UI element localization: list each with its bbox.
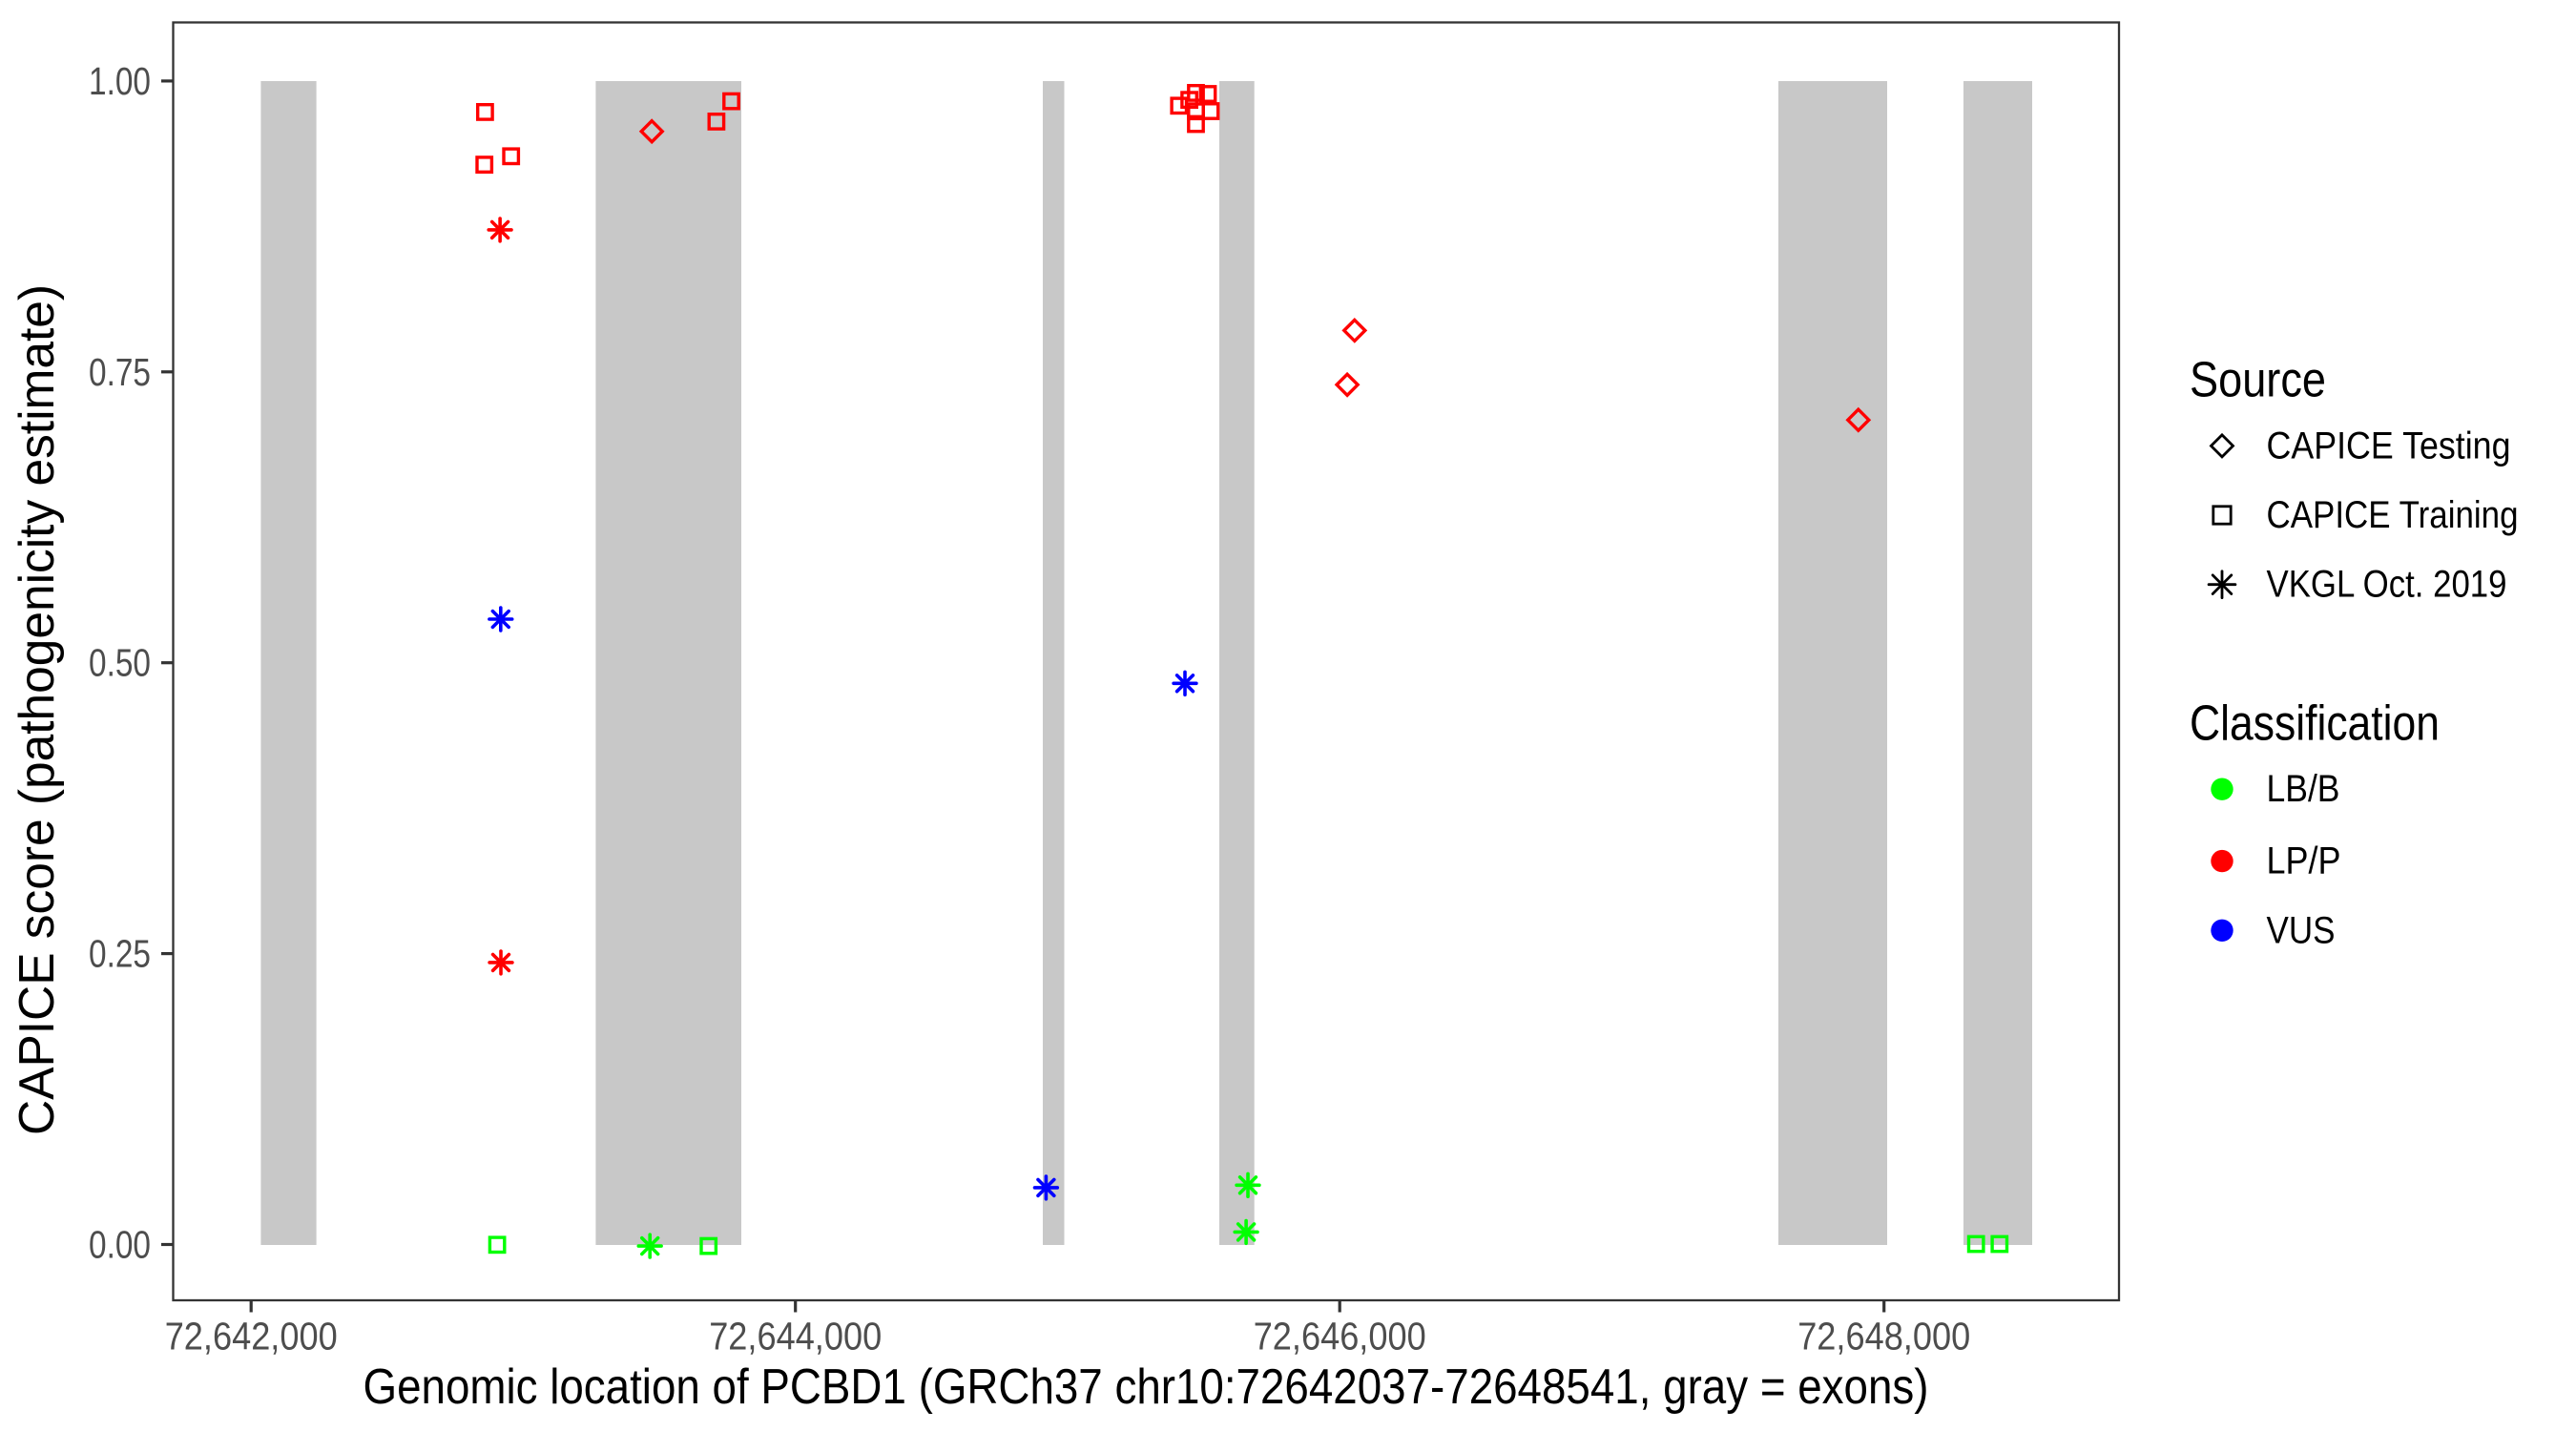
- svg-text:CAPICE score (pathogenicity es: CAPICE score (pathogenicity estimate): [10, 284, 65, 1135]
- svg-text:Source: Source: [2190, 353, 2326, 408]
- svg-text:72,646,000: 72,646,000: [1254, 1315, 1426, 1358]
- svg-text:CAPICE Training: CAPICE Training: [2267, 494, 2519, 536]
- svg-text:0.75: 0.75: [89, 350, 151, 394]
- svg-text:Genomic location of PCBD1 (GRC: Genomic location of PCBD1 (GRCh37 chr10:…: [364, 1359, 1929, 1415]
- svg-text:0.50: 0.50: [89, 641, 151, 685]
- svg-text:LP/P: LP/P: [2267, 840, 2341, 882]
- svg-text:72,644,000: 72,644,000: [709, 1315, 882, 1358]
- svg-text:LB/B: LB/B: [2267, 768, 2340, 810]
- svg-text:VKGL Oct. 2019: VKGL Oct. 2019: [2267, 564, 2507, 606]
- svg-text:0.25: 0.25: [89, 932, 151, 976]
- svg-text:0.00: 0.00: [89, 1223, 151, 1267]
- svg-text:1.00: 1.00: [89, 59, 151, 103]
- svg-text:72,642,000: 72,642,000: [165, 1315, 338, 1358]
- svg-text:Classification: Classification: [2190, 696, 2440, 752]
- svg-text:72,648,000: 72,648,000: [1797, 1315, 1970, 1358]
- svg-text:CAPICE Testing: CAPICE Testing: [2267, 425, 2511, 467]
- svg-text:VUS: VUS: [2267, 909, 2336, 951]
